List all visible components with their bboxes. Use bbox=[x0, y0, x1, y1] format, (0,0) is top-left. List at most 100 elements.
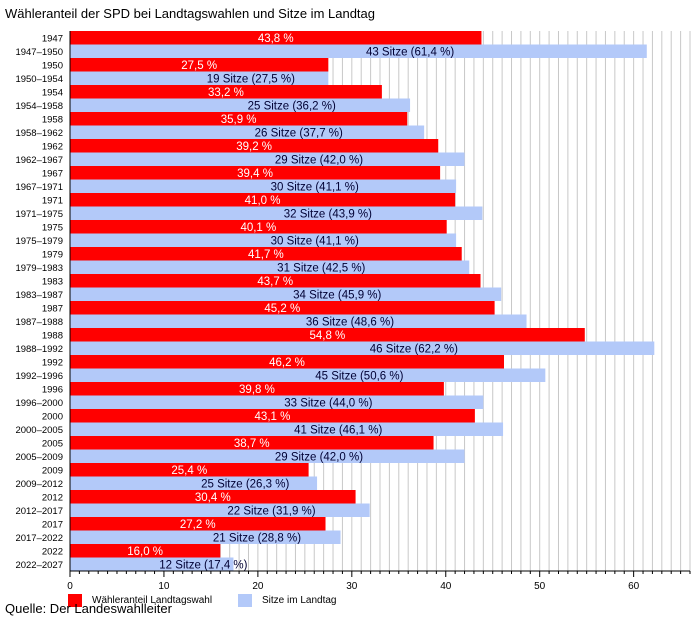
bar-label-seats: 41 Sitze (46,1 %) bbox=[294, 425, 382, 437]
bar-vote bbox=[70, 301, 495, 315]
category-label: 1971–1975 bbox=[15, 209, 63, 220]
bar-label-seats: 45 Sitze (50,6 %) bbox=[315, 371, 403, 383]
x-tick-label: 30 bbox=[346, 581, 358, 592]
bar-vote bbox=[70, 166, 441, 180]
bar-vote bbox=[70, 409, 475, 423]
category-label: 2009 bbox=[42, 466, 63, 477]
legend-item-seats: Sitze im Landtag bbox=[238, 593, 337, 607]
bar-label-vote: 38,7 % bbox=[234, 438, 270, 450]
category-label: 1958 bbox=[42, 115, 63, 126]
category-label: 1996–2000 bbox=[15, 398, 63, 409]
category-label: 2000 bbox=[42, 412, 63, 423]
bar-label-seats: 30 Sitze (41,1 %) bbox=[271, 182, 359, 194]
category-label: 1988–1992 bbox=[15, 344, 63, 355]
bar-label-seats: 36 Sitze (48,6 %) bbox=[306, 317, 394, 329]
bar-seats bbox=[70, 314, 527, 328]
category-label: 2009–2012 bbox=[15, 479, 63, 490]
bar-seats bbox=[70, 44, 647, 58]
x-axis: 0 10 20 30 40 50 60 bbox=[67, 31, 691, 592]
bar-seats bbox=[70, 260, 470, 274]
bar-seats bbox=[70, 98, 411, 112]
bar-label-vote: 41,0 % bbox=[245, 195, 281, 207]
legend-swatch-vote bbox=[68, 593, 82, 607]
category-label: 2017–2022 bbox=[15, 533, 63, 544]
bar-seats bbox=[70, 233, 457, 247]
bar-seats bbox=[70, 422, 504, 436]
category-label: 1958–1962 bbox=[15, 128, 63, 139]
bar-label-vote: 27,5 % bbox=[181, 60, 217, 72]
bar-label-seats: 26 Sitze (37,7 %) bbox=[255, 128, 343, 140]
bar-label-seats: 25 Sitze (36,2 %) bbox=[248, 101, 336, 113]
category-label: 1983–1987 bbox=[15, 290, 63, 301]
bar-vote bbox=[70, 382, 444, 396]
legend-label-vote: Wähleranteil Landtagswahl bbox=[92, 594, 213, 606]
category-label: 2000–2005 bbox=[15, 425, 63, 436]
bar-vote bbox=[70, 220, 447, 234]
bar-label-vote: 30,4 % bbox=[195, 492, 231, 504]
bar-label-seats: 33 Sitze (44,0 %) bbox=[284, 398, 372, 410]
x-tick-label: 20 bbox=[252, 581, 264, 592]
category-label: 2022 bbox=[42, 547, 63, 558]
bar-seats bbox=[70, 557, 234, 571]
bar-label-seats: 30 Sitze (41,1 %) bbox=[271, 236, 359, 248]
bar-vote bbox=[70, 463, 309, 477]
bar-label-vote: 39,2 % bbox=[236, 141, 272, 153]
bar-label-vote: 45,2 % bbox=[264, 303, 300, 315]
bar-label-seats: 29 Sitze (42,0 %) bbox=[275, 155, 363, 167]
category-label: 1962–1967 bbox=[15, 155, 63, 166]
legend-item-vote: Wähleranteil Landtagswahl bbox=[68, 593, 212, 607]
bar-vote bbox=[70, 139, 439, 153]
bar-label-vote: 16,0 % bbox=[127, 546, 163, 558]
category-label: 2005 bbox=[42, 439, 63, 450]
bar-label-vote: 43,1 % bbox=[255, 411, 291, 423]
bar-label-seats: 19 Sitze (27,5 %) bbox=[207, 74, 295, 86]
category-label: 1954–1958 bbox=[15, 101, 63, 112]
bar-seats bbox=[70, 125, 425, 139]
legend-swatch-seats bbox=[238, 593, 252, 607]
bar-label-seats: 21 Sitze (28,8 %) bbox=[213, 533, 301, 545]
bar-seats bbox=[70, 368, 546, 382]
category-label: 1967–1971 bbox=[15, 182, 63, 193]
bar-seats bbox=[70, 152, 465, 166]
bar-label-seats: 43 Sitze (61,4 %) bbox=[366, 47, 454, 59]
x-tick-label: 10 bbox=[158, 581, 170, 592]
bar-vote bbox=[70, 355, 504, 369]
bar-label-vote: 25,4 % bbox=[171, 465, 207, 477]
category-label: 1950 bbox=[42, 61, 63, 72]
bar-label-seats: 25 Sitze (26,3 %) bbox=[201, 479, 289, 491]
bar-seats bbox=[70, 206, 483, 220]
bar-label-vote: 39,4 % bbox=[237, 168, 273, 180]
bar-label-vote: 40,1 % bbox=[240, 222, 276, 234]
category-label: 1962 bbox=[42, 142, 63, 153]
bar-label-seats: 46 Sitze (62,2 %) bbox=[370, 344, 458, 356]
category-label: 1954 bbox=[42, 88, 63, 99]
category-labels: 1947 1947–1950 1950 1950–1954 1954 1954–1958 1… bbox=[15, 34, 63, 572]
bar-seats bbox=[70, 71, 329, 85]
bar-label-vote: 35,9 % bbox=[221, 114, 257, 126]
category-label: 1979 bbox=[42, 250, 63, 261]
bar-seats bbox=[70, 395, 484, 409]
bar-labels: 43,8 % 43 Sitze (61,4 %) 27,5 % 19 Sitze (2… bbox=[127, 33, 458, 572]
bar-seats bbox=[70, 530, 341, 544]
category-label: 1975 bbox=[42, 223, 63, 234]
category-label: 1996 bbox=[42, 385, 63, 396]
category-label: 1971 bbox=[42, 196, 63, 207]
bar-seats bbox=[70, 476, 318, 490]
bar-vote bbox=[70, 517, 326, 531]
bar-vote bbox=[70, 112, 408, 126]
bar-seats bbox=[70, 341, 655, 355]
category-label: 2012 bbox=[42, 493, 63, 504]
bar-vote bbox=[70, 58, 329, 72]
bar-vote bbox=[70, 274, 481, 288]
bar-vote bbox=[70, 31, 482, 45]
bar-label-vote: 54,8 % bbox=[309, 330, 345, 342]
bar-label-seats: 22 Sitze (31,9 %) bbox=[227, 506, 315, 518]
bar-label-seats: 34 Sitze (45,9 %) bbox=[293, 290, 381, 302]
bar-label-seats: 29 Sitze (42,0 %) bbox=[275, 452, 363, 464]
bar-label-vote: 39,8 % bbox=[239, 384, 275, 396]
category-label: 2022–2027 bbox=[15, 560, 63, 571]
bar-vote bbox=[70, 85, 382, 99]
bar-seats bbox=[70, 449, 465, 463]
category-label: 2005–2009 bbox=[15, 452, 63, 463]
